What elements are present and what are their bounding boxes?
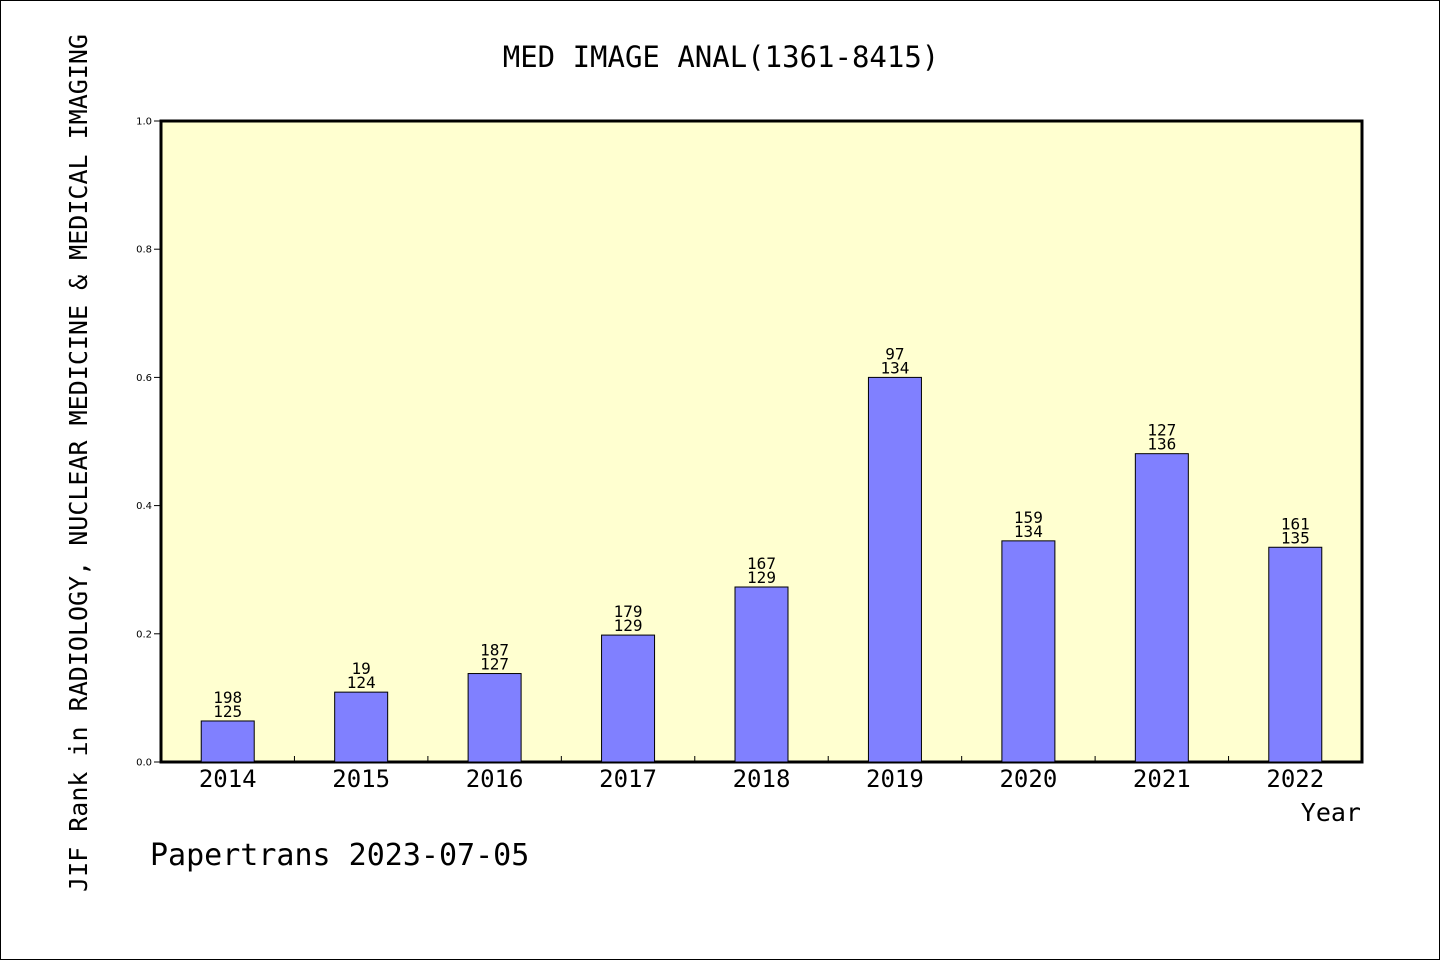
- x-tick-label: 2021: [1133, 765, 1191, 793]
- y-axis-label: JIF Rank in RADIOLOGY, NUCLEAR MEDICINE …: [64, 34, 93, 892]
- bar: [734, 586, 789, 763]
- x-tick-label: 2015: [332, 765, 390, 793]
- bar-rank-label: 167: [747, 554, 776, 573]
- bar: [601, 634, 656, 763]
- x-tick-label: 2022: [1266, 765, 1324, 793]
- y-tick-label: 1.0: [136, 117, 152, 128]
- bar-rank-label: 198: [213, 688, 242, 707]
- bar-total-label: 129: [747, 568, 776, 587]
- bar-rank-label: 161: [1281, 514, 1310, 533]
- x-tick-label: 2016: [466, 765, 524, 793]
- bar: [200, 720, 255, 763]
- bar: [467, 673, 522, 763]
- bar: [334, 691, 389, 763]
- x-tick-label: 2017: [599, 765, 657, 793]
- bar-rank-label: 159: [1014, 508, 1043, 527]
- bar: [1001, 540, 1056, 763]
- y-axis: 0.0 0.2 0.4 0.6 0.8 1.0: [136, 117, 161, 769]
- x-tick-label: 2019: [866, 765, 924, 793]
- bar-total-label: 124: [347, 673, 376, 692]
- credit-text: Papertrans 2023-07-05: [150, 838, 529, 873]
- bar-rank-label: 97: [885, 344, 904, 363]
- bar-total-label: 127: [480, 655, 509, 674]
- x-tick-label: 2014: [199, 765, 257, 793]
- bar: [867, 376, 922, 763]
- x-axis-label: Year: [1301, 798, 1361, 827]
- bar-series: [200, 376, 1323, 763]
- bar-rank-label: 19: [352, 659, 371, 678]
- bar-total-label: 125: [213, 702, 242, 721]
- bar: [1134, 453, 1189, 763]
- bar-total-label: 134: [880, 358, 909, 377]
- bar-rank-label: 127: [1147, 421, 1176, 440]
- y-tick-label: 0.4: [136, 501, 152, 512]
- bar-total-label: 135: [1281, 528, 1310, 547]
- y-tick-label: 0.0: [136, 758, 152, 769]
- bar: [1268, 546, 1323, 763]
- bar-rank-label: 179: [614, 602, 643, 621]
- bar-total-label: 136: [1147, 435, 1176, 454]
- x-tick-label: 2020: [999, 765, 1057, 793]
- bar-total-label: 129: [614, 616, 643, 635]
- bar-labels: 1981251912418712717912916712997134159134…: [213, 344, 1309, 721]
- bar-rank-label: 187: [480, 641, 509, 660]
- chart-title: MED IMAGE ANAL(1361-8415): [503, 40, 940, 74]
- y-tick-label: 0.6: [136, 373, 152, 384]
- x-tick-label: 2018: [733, 765, 791, 793]
- x-axis: 2014 2015 2016 2017 2018 2019 2020 2021 2022: [199, 756, 1324, 793]
- y-tick-label: 0.8: [136, 245, 152, 256]
- y-tick-label: 0.2: [136, 629, 152, 640]
- bar-total-label: 134: [1014, 522, 1043, 541]
